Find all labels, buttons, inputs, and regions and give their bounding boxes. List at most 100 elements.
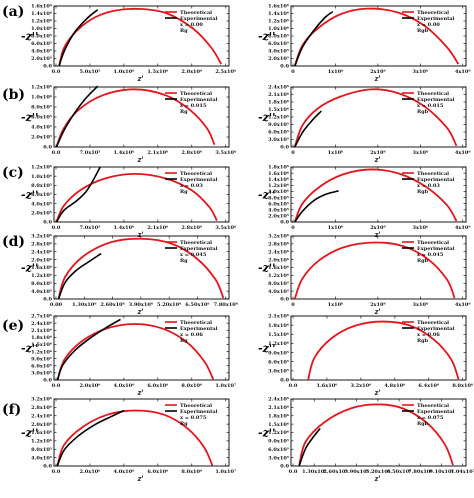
y-tick-label: 4.0x10⁵ <box>31 49 52 55</box>
x-tick-label: 2.0x10⁶ <box>80 469 102 475</box>
y-tick-label: 1.4x10⁶ <box>31 11 53 17</box>
legend-experimental-label: Experimental <box>417 177 455 183</box>
y-tick-label: 0.0 <box>280 378 289 384</box>
y-tick-label: 3.0x10⁵ <box>268 455 289 461</box>
y-tick-label: 1.6x10⁶ <box>268 265 290 271</box>
plot-frame <box>53 315 230 381</box>
x-tick-label: 3.5x10⁶ <box>215 225 237 231</box>
annotation-label: Rg <box>180 258 188 264</box>
x-tick-label: 3x10⁶ <box>413 302 429 308</box>
x-tick-label: 4.0x10⁶ <box>113 383 135 389</box>
x-tick-label: 7.80x10⁶ <box>214 302 239 308</box>
annotation-label: Rg <box>180 109 188 115</box>
x-tick-label: 2.8x10⁶ <box>181 150 203 156</box>
y-tick-label: 0.0 <box>43 464 52 470</box>
y-axis-label: -z'' <box>258 30 276 43</box>
annotation-label: Rg <box>180 338 188 344</box>
theoretical-curve <box>55 88 216 148</box>
y-tick-label: 3.2x10⁶ <box>31 397 53 403</box>
y-tick-label: 8.0x10⁵ <box>31 281 52 287</box>
x-tick-label: 1.30x10⁶ <box>72 302 97 308</box>
legend-experimental-label: Experimental <box>417 246 455 252</box>
y-axis-label: -z'' <box>21 427 39 440</box>
x-tick-label: 9.10x10⁶ <box>429 469 454 475</box>
x-tick-label: 0.0 <box>52 469 61 475</box>
legend-theoretical-label: Theoretical <box>180 403 212 409</box>
x-tick-label: 3.90x10⁶ <box>129 302 154 308</box>
panel-d-left: 0.0 4.0x10⁵ 8.0x10⁵ 1.2x10⁶ 1.6x10⁶ 2.0x10⁶ 2.… <box>21 234 239 316</box>
x-tick-label: 0 <box>291 225 295 231</box>
experimental-curve <box>56 318 121 381</box>
y-tick-label: 2.4x10⁶ <box>31 321 53 327</box>
x-axis-label: z' <box>137 74 144 83</box>
theoretical-curve <box>57 237 225 300</box>
x-tick-label: 5.20x10⁶ <box>157 302 182 308</box>
legend-theoretical-label: Theoretical <box>417 240 449 246</box>
y-tick-label: 2.4x10⁶ <box>31 249 53 255</box>
x-tick-label: 1.0x10⁷ <box>215 469 236 475</box>
experimental-curve <box>57 252 102 300</box>
y-tick-label: 9.0x10⁵ <box>268 350 289 356</box>
panel-a-left: 0.02.0x10⁵4.0x10⁵6.0x10⁵8.0x10⁵1.0x10⁶1.… <box>21 4 237 83</box>
annotation-x: x = 0.06 <box>417 332 440 338</box>
x-tick-label: 2.0x10⁶ <box>80 383 102 389</box>
annotation-x: x = 0.015 <box>417 103 444 109</box>
y-tick-label: 1.6x10⁶ <box>31 265 53 271</box>
row-label: (b) <box>2 87 25 103</box>
x-tick-label: 0 <box>291 150 295 156</box>
y-tick-label: 4.0x10⁵ <box>31 455 52 461</box>
y-tick-label: 2.7x10⁶ <box>31 314 53 320</box>
x-tick-label: 3x10⁶ <box>413 225 429 231</box>
legend-experimental-label: Experimental <box>180 16 218 22</box>
annotation-label: Rgb <box>417 258 429 264</box>
annotation-x: x = 0.045 <box>417 252 444 258</box>
x-tick-label: 4.8x10⁶ <box>384 383 406 389</box>
legend-theoretical-label: Theoretical <box>180 91 212 97</box>
y-tick-label: 2.8x10⁶ <box>31 405 53 411</box>
y-tick-label: 2.1x10⁶ <box>268 92 290 98</box>
y-tick-label: 2.0x10⁶ <box>31 422 53 428</box>
y-tick-label: 1.4x10⁶ <box>268 11 290 17</box>
x-tick-label: 5.0x10⁵ <box>80 69 101 75</box>
x-tick-label: 3x10⁶ <box>413 69 429 75</box>
experimental-curve <box>298 427 321 467</box>
x-tick-label: 2x10⁶ <box>370 69 386 75</box>
x-tick-label: 2x10⁶ <box>370 150 386 156</box>
x-tick-label: 5.20x10⁶ <box>366 469 391 475</box>
y-tick-label: 1.8x10⁶ <box>268 100 290 106</box>
x-axis-label: z' <box>137 307 144 316</box>
x-tick-label: 1.0x10⁶ <box>113 69 135 75</box>
y-tick-label: 2.0x10⁵ <box>31 56 52 62</box>
panel-b-left: 0.0 2.0x10⁵ 4.0x10⁵ 6.0x10⁵ 8.0x10⁵ 1.0x10⁶ 1.… <box>21 85 237 164</box>
x-tick-label: 0 <box>291 302 295 308</box>
annotation-x: x = 0.03 <box>180 183 203 189</box>
y-tick-label: 4.0x10⁵ <box>31 201 52 207</box>
x-tick-label: 0.0 <box>52 150 61 156</box>
legend-theoretical-label: Theoretical <box>180 320 212 326</box>
y-tick-label: 8.0x10⁵ <box>31 183 52 189</box>
y-tick-label: 1.8x10⁶ <box>268 323 290 329</box>
y-tick-label: 1.6x10⁶ <box>31 430 53 436</box>
row-label: (e) <box>2 318 24 334</box>
legend-experimental-label: Experimental <box>180 97 218 103</box>
y-tick-label: 6.0x10⁵ <box>268 130 289 136</box>
y-axis-label: -z'' <box>258 189 276 202</box>
y-tick-label: 1.2x10⁶ <box>31 165 53 171</box>
x-axis-label: z' <box>137 230 144 239</box>
theoretical-curve <box>56 323 215 381</box>
y-tick-label: 8.0x10⁵ <box>31 105 52 111</box>
y-axis-label: -z'' <box>21 262 39 275</box>
legend-theoretical-label: Theoretical <box>417 171 449 177</box>
y-axis-label: -z'' <box>21 30 39 43</box>
panel-c-left: 0.0 2.0x10⁵ 4.0x10⁵ 6.0x10⁵ 8.0x10⁵ 1.0x10⁶ 1.… <box>21 165 237 239</box>
x-axis-label: z' <box>137 155 144 164</box>
theoretical-curve <box>56 409 214 467</box>
annotation-x: x = 0.06 <box>180 332 203 338</box>
y-tick-label: 9.0x10⁵ <box>268 122 289 128</box>
y-tick-label: 2.8x10⁶ <box>31 242 53 248</box>
x-tick-label: 2x10⁶ <box>370 302 386 308</box>
y-tick-label: 6.0x10⁵ <box>268 447 289 453</box>
y-tick-label: 8.0x10⁵ <box>31 447 52 453</box>
y-tick-label: 2.0x10⁶ <box>31 257 53 263</box>
y-tick-label: 2.8x10⁶ <box>268 242 290 248</box>
